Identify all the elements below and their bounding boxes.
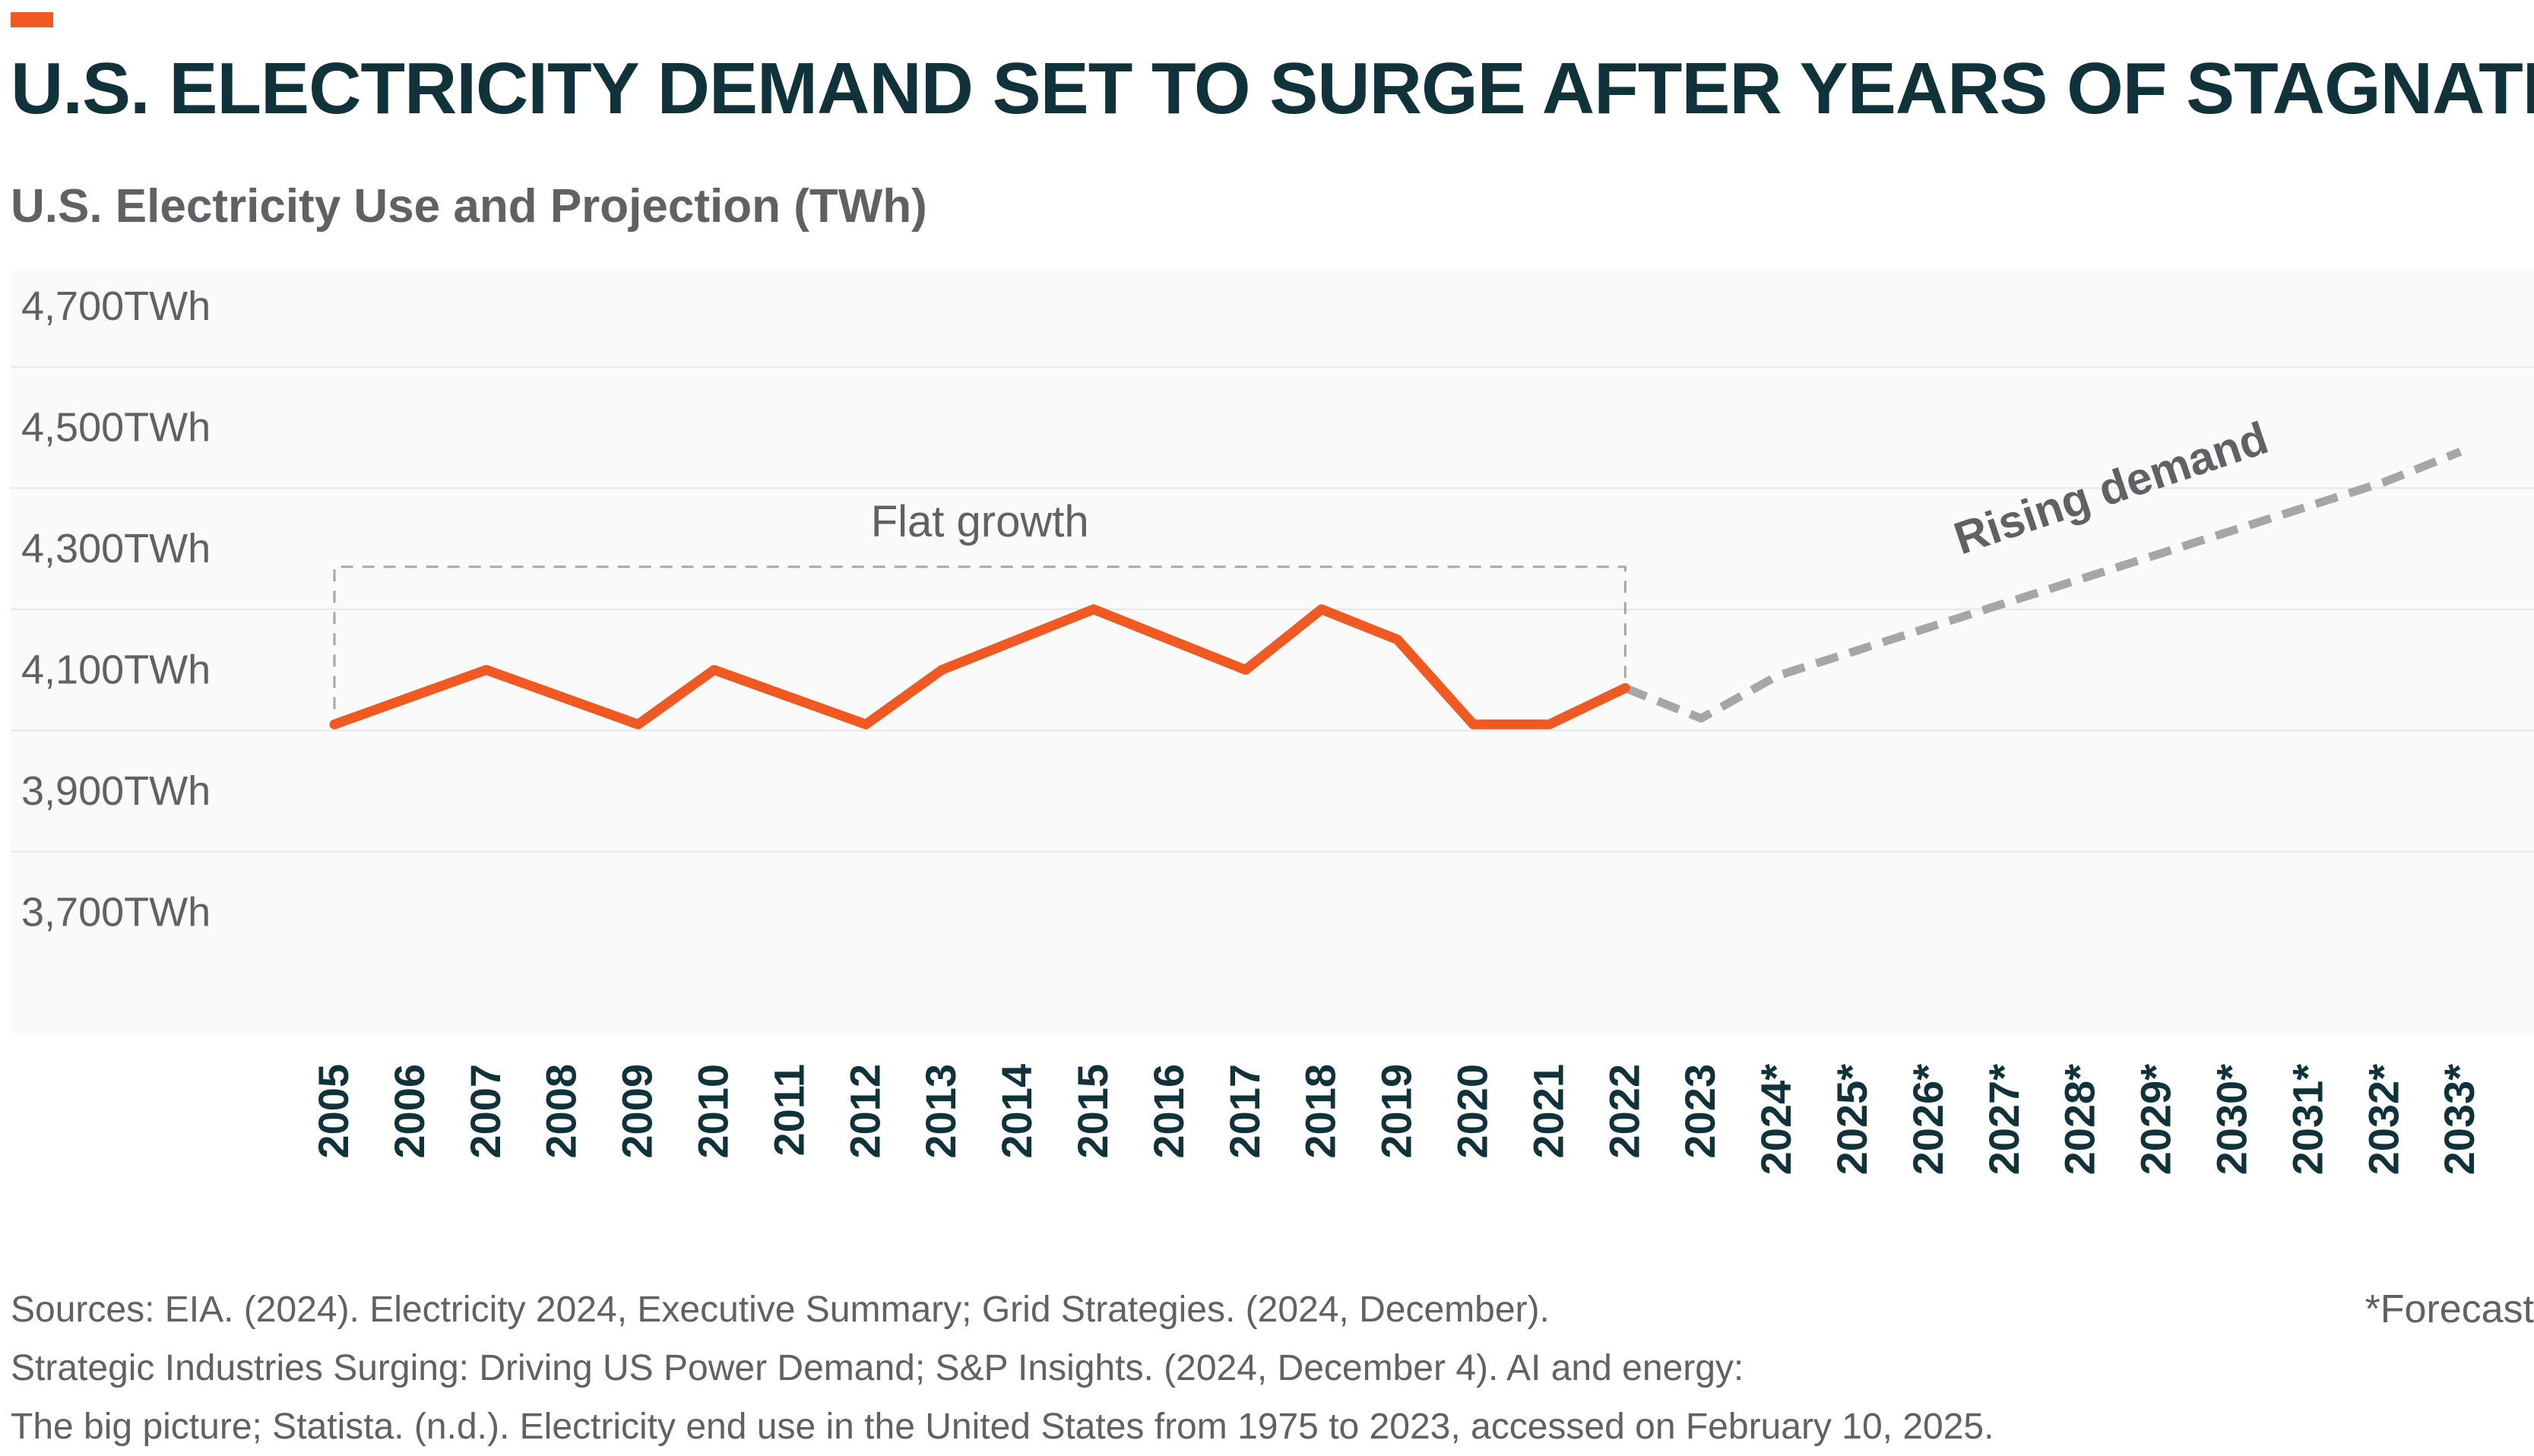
x-tick-label: 2023 <box>1676 1064 1724 1159</box>
actual-data-point <box>331 721 337 727</box>
sources-line: Sources: EIA. (2024). Electricity 2024, … <box>11 1290 1550 1330</box>
x-tick-label: 2027* <box>1980 1064 2028 1176</box>
sources-line: The big picture; Statista. (n.d.). Elect… <box>11 1407 1994 1447</box>
y-tick-label: 3,900TWh <box>21 768 211 814</box>
forecast-data-point <box>2305 503 2311 509</box>
sources-line: Strategic Industries Surging: Driving US… <box>11 1348 1744 1388</box>
forecast-data-point <box>2002 600 2008 606</box>
actual-data-point <box>1319 606 1325 612</box>
x-tick-label: 2012 <box>841 1064 888 1159</box>
actual-data-point <box>863 721 869 727</box>
accent-bar <box>11 12 53 27</box>
x-tick-label: 2021 <box>1524 1064 1572 1159</box>
actual-data-point <box>635 721 641 727</box>
x-tick-label: 2024* <box>1752 1064 1800 1176</box>
x-tick-label: 2010 <box>689 1064 737 1159</box>
y-tick-label: 4,100TWh <box>21 647 211 693</box>
sources-note: Sources: EIA. (2024). Electricity 2024, … <box>11 1280 1994 1456</box>
forecast-data-point <box>1926 625 1932 631</box>
actual-data-point <box>711 667 717 673</box>
forecast-data-point <box>2457 448 2463 454</box>
x-tick-label: 2031* <box>2283 1064 2331 1176</box>
x-tick-label: 2009 <box>613 1064 661 1159</box>
actual-data-point <box>1546 721 1552 727</box>
actual-data-point <box>1167 637 1173 643</box>
x-tick-label: 2018 <box>1297 1064 1345 1159</box>
forecast-data-point <box>1774 673 1780 679</box>
actual-data-point <box>407 694 413 700</box>
forecast-note: *Forecast <box>2365 1287 2534 1331</box>
forecast-data-point <box>1622 685 1628 691</box>
actual-data-point <box>1091 606 1097 612</box>
actual-data-point <box>559 694 565 700</box>
y-tick-label: 3,700TWh <box>21 890 211 935</box>
x-tick-label: 2032* <box>2359 1064 2407 1176</box>
forecast-data-point <box>2078 576 2084 582</box>
y-tick-label: 4,500TWh <box>21 405 211 451</box>
actual-data-point <box>1243 667 1249 673</box>
forecast-data-point <box>1698 715 1704 721</box>
actual-data-point <box>1471 721 1477 727</box>
x-tick-label: 2033* <box>2435 1064 2483 1176</box>
actual-data-point <box>1395 637 1401 643</box>
x-tick-label: 2007 <box>461 1064 509 1159</box>
x-tick-label: 2006 <box>385 1064 433 1159</box>
x-tick-label: 2011 <box>765 1064 812 1157</box>
forecast-data-point <box>2154 552 2160 558</box>
x-tick-label: 2029* <box>2132 1064 2180 1176</box>
flat-growth-label: Flat growth <box>871 497 1089 546</box>
x-tick-label: 2005 <box>309 1064 357 1159</box>
forecast-data-point <box>1850 649 1856 655</box>
forecast-data-point <box>2381 479 2387 485</box>
x-tick-label: 2020 <box>1449 1064 1497 1159</box>
x-tick-label: 2019 <box>1373 1064 1421 1159</box>
x-tick-label: 2017 <box>1221 1064 1269 1159</box>
chart-subtitle: U.S. Electricity Use and Projection (TWh… <box>11 180 927 233</box>
x-tick-label: 2025* <box>1828 1064 1876 1176</box>
x-tick-label: 2028* <box>2056 1064 2104 1176</box>
actual-series-line <box>329 604 1630 730</box>
x-tick-label: 2016 <box>1145 1064 1193 1159</box>
x-tick-label: 2015 <box>1069 1064 1117 1159</box>
actual-data-point <box>1015 637 1021 643</box>
forecast-series-line <box>1623 448 2463 723</box>
actual-data-point <box>939 667 945 673</box>
x-tick-label: 2026* <box>1904 1064 1952 1176</box>
actual-data-point <box>787 694 793 700</box>
line-chart: 3,700TWh 3,900TWh 4,100TWh 4,300TWh 4,500TWh… <box>11 270 2534 1176</box>
actual-data-point <box>483 667 489 673</box>
x-tick-label: 2014 <box>993 1064 1041 1159</box>
x-tick-label: 2008 <box>537 1064 585 1159</box>
x-tick-label: 2022 <box>1600 1064 1648 1159</box>
y-tick-label: 4,300TWh <box>21 526 211 571</box>
y-tick-label: 4,700TWh <box>21 283 211 329</box>
chart-title: U.S. ELECTRICITY DEMAND SET TO SURGE AFT… <box>11 48 2534 129</box>
x-tick-label: 2013 <box>917 1064 965 1159</box>
forecast-data-point <box>2230 527 2236 533</box>
flat-growth-box <box>333 565 1627 710</box>
x-tick-label: 2030* <box>2208 1064 2256 1176</box>
